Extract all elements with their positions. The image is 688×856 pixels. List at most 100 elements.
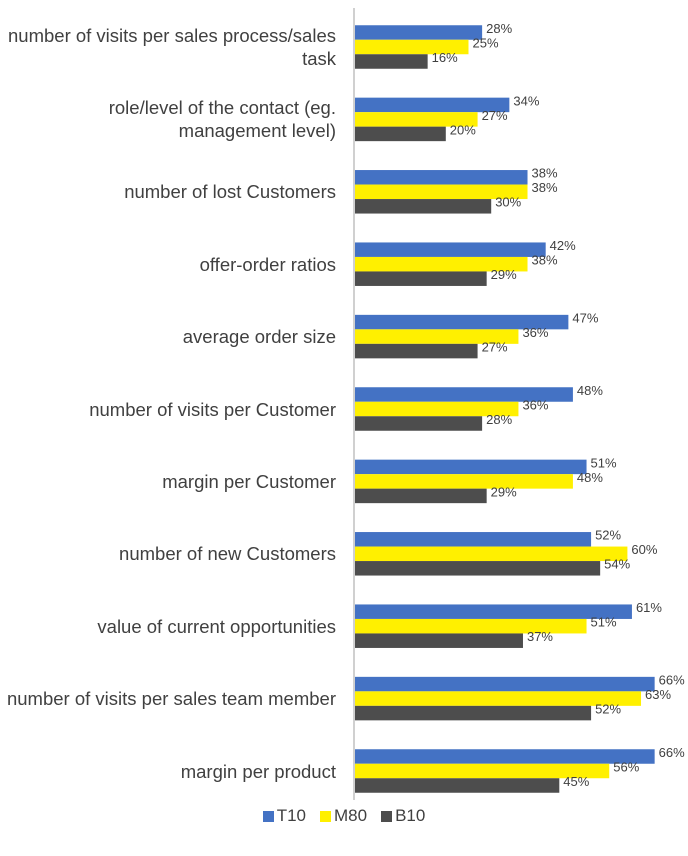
bar [355, 532, 592, 547]
value-label: 56% [613, 759, 639, 774]
bar [355, 242, 546, 257]
value-label: 47% [572, 311, 598, 326]
value-label: 28% [486, 21, 512, 36]
value-label: 36% [522, 325, 548, 340]
category-label: role/level of the contact (eg. managemen… [108, 97, 336, 142]
category-label-box: value of current opportunities [0, 590, 336, 662]
category-label: value of current opportunities [97, 615, 336, 637]
bar [355, 387, 573, 402]
bar [355, 184, 528, 200]
category-label-box: number of lost Customers [0, 156, 336, 228]
value-label: 38% [532, 253, 558, 268]
category-label: margin per Customer [162, 470, 336, 492]
category-label: number of lost Customers [124, 181, 336, 203]
bar [355, 474, 573, 489]
bar [355, 561, 601, 576]
category-label-box: margin per Customer [0, 445, 336, 517]
category-label-box: average order size [0, 301, 336, 373]
value-label: 20% [450, 122, 476, 137]
value-label: 63% [645, 687, 671, 702]
bar [355, 170, 528, 185]
value-label: 25% [473, 35, 499, 50]
value-label: 52% [595, 528, 621, 543]
value-label: 51% [591, 455, 617, 470]
value-label: 16% [432, 50, 458, 65]
category-label: number of new Customers [119, 543, 336, 565]
value-label: 66% [659, 745, 685, 760]
legend-label: M80 [333, 806, 368, 825]
bar [355, 271, 487, 286]
bar [355, 343, 478, 359]
legend-item: M80 [319, 806, 368, 826]
bar [355, 401, 519, 417]
value-label: 34% [513, 93, 539, 108]
value-label: 36% [522, 397, 548, 412]
value-label: 29% [491, 484, 517, 499]
value-label: 42% [550, 238, 576, 253]
value-label: 38% [532, 180, 558, 195]
bar [355, 329, 519, 344]
value-label: 61% [636, 600, 662, 615]
bar [355, 314, 569, 330]
legend-item: B10 [381, 806, 425, 826]
category-label: number of visits per sales process/sales… [8, 25, 336, 69]
category-label: number of visits per Customer [89, 398, 336, 420]
legend: T10 M80 B10 [0, 806, 688, 826]
category-label: offer-order ratios [199, 253, 336, 275]
category-label-box: number of visits per sales process/sales… [0, 11, 336, 83]
value-label: 38% [532, 166, 558, 181]
bar [355, 546, 628, 562]
bar [355, 459, 587, 475]
value-label: 45% [563, 774, 589, 789]
value-label: 37% [527, 629, 553, 644]
category-label-box: margin per product [0, 735, 336, 807]
category-label-box: offer-order ratios [0, 228, 336, 300]
bar [355, 256, 528, 272]
bar [355, 691, 642, 706]
value-label: 28% [486, 412, 512, 427]
value-label: 48% [577, 470, 603, 485]
bar [355, 97, 510, 113]
value-label: 66% [659, 673, 685, 688]
bar [355, 488, 487, 504]
value-label: 48% [577, 383, 603, 398]
legend-label: T10 [276, 806, 306, 825]
bar [355, 416, 483, 431]
bar [355, 39, 469, 55]
bar [355, 778, 560, 793]
category-label-box: number of visits per Customer [0, 373, 336, 445]
value-label: 29% [491, 267, 517, 282]
bar [355, 618, 587, 634]
bar [355, 112, 478, 127]
value-label: 30% [495, 195, 521, 210]
legend-swatch [319, 810, 331, 822]
category-label: number of visits per sales team member [6, 688, 336, 710]
category-label-box: role/level of the contact (eg. managemen… [0, 83, 336, 155]
value-label: 27% [482, 108, 508, 123]
bar [355, 763, 610, 779]
value-label: 60% [631, 542, 657, 557]
legend-swatch [262, 810, 274, 822]
legend-label: B10 [395, 806, 426, 825]
category-label-box: number of visits per sales team member [0, 663, 336, 735]
value-label: 27% [482, 340, 508, 355]
value-label: 51% [591, 615, 617, 630]
bar [355, 749, 655, 764]
bar [355, 54, 428, 69]
chart: 28%25%16%34%27%20%38%38%30%42%38%29%47%3… [353, 8, 685, 800]
legend-swatch [381, 810, 393, 822]
legend-item: T10 [262, 806, 306, 826]
bar [355, 199, 492, 214]
bar [355, 126, 446, 142]
category-label: margin per product [180, 760, 336, 782]
category-label-box: number of new Customers [0, 518, 336, 590]
bar [355, 676, 655, 692]
bar [355, 604, 632, 619]
bar [355, 25, 483, 40]
bar [355, 633, 523, 648]
value-label: 52% [595, 702, 621, 717]
category-label: average order size [182, 326, 336, 348]
bar [355, 705, 592, 721]
value-label: 54% [604, 557, 630, 572]
